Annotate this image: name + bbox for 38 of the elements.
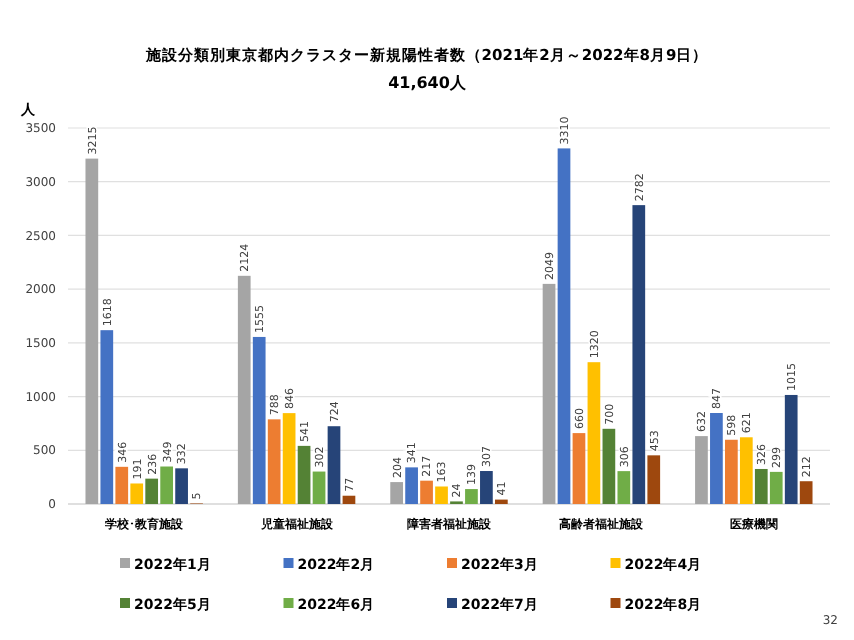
bar xyxy=(710,413,723,504)
bar xyxy=(297,445,311,504)
bar xyxy=(312,471,326,504)
bar xyxy=(405,467,418,504)
bar xyxy=(237,275,251,504)
bar xyxy=(632,205,646,504)
bar xyxy=(480,471,493,504)
bar xyxy=(160,466,173,504)
bar xyxy=(465,489,478,504)
bar xyxy=(175,468,188,504)
bar xyxy=(342,495,356,504)
bar xyxy=(85,158,99,504)
bar xyxy=(557,148,571,504)
bar xyxy=(390,482,403,504)
bar xyxy=(695,436,708,504)
bar xyxy=(647,455,661,504)
bar xyxy=(784,394,798,504)
bar xyxy=(617,471,631,504)
bar xyxy=(572,433,586,504)
chart-subtitle: 41,640人 xyxy=(388,74,468,92)
bar xyxy=(100,330,114,504)
bar xyxy=(739,437,753,504)
bar xyxy=(435,486,448,504)
bar xyxy=(769,471,783,504)
bar xyxy=(420,480,433,504)
bar xyxy=(267,419,281,504)
bar xyxy=(542,283,556,504)
bar xyxy=(799,481,813,504)
bar xyxy=(282,413,296,504)
bar xyxy=(602,428,616,504)
bar xyxy=(327,426,341,504)
bar xyxy=(754,468,768,504)
bar xyxy=(587,362,601,504)
bar xyxy=(725,439,738,504)
bar xyxy=(145,478,159,504)
bar xyxy=(130,483,144,504)
bar xyxy=(252,336,266,504)
bar xyxy=(115,466,129,504)
